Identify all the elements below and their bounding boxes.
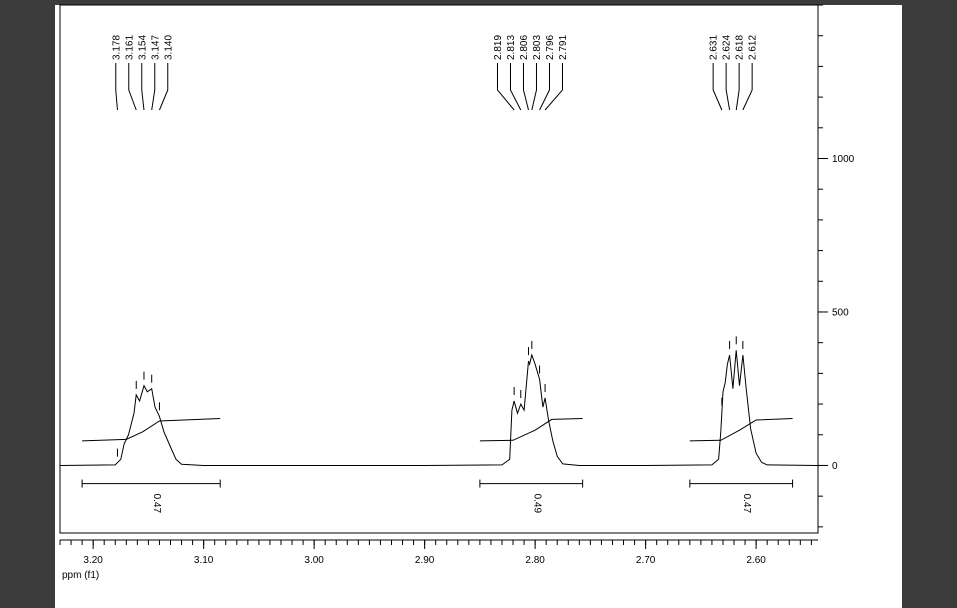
peak-label: 2.796 <box>545 35 556 60</box>
peak-label: 3.178 <box>111 35 122 60</box>
peak-leader <box>735 63 740 111</box>
integral-curve <box>479 418 583 442</box>
integral-label: 0.47 <box>151 494 162 514</box>
peak-leader <box>522 63 529 111</box>
peak-leader <box>158 63 169 111</box>
x-tick-label: 2.80 <box>525 555 545 566</box>
peak-leader <box>725 63 731 111</box>
peak-leader <box>531 63 537 111</box>
peak-label: 2.624 <box>722 35 733 60</box>
peak-label: 2.806 <box>519 35 530 60</box>
peak-leader <box>509 63 522 111</box>
peak-label: 3.140 <box>163 35 174 60</box>
peak-label: 2.612 <box>748 35 759 60</box>
peak-label: 3.147 <box>150 35 161 60</box>
integral-label: 0.47 <box>741 494 752 514</box>
plot-frame <box>59 4 819 534</box>
peak-leader <box>712 63 723 111</box>
y-tick-label: 500 <box>832 307 849 318</box>
peak-label: 3.161 <box>124 35 135 60</box>
peak-leader <box>151 63 156 111</box>
peak-leader <box>141 63 145 111</box>
peak-leader <box>742 63 753 111</box>
x-tick-label: 2.70 <box>636 555 656 566</box>
integral-curve <box>82 418 221 442</box>
y-tick-label: 0 <box>832 461 838 472</box>
peak-leader <box>539 63 550 111</box>
peak-leader <box>496 63 515 111</box>
x-tick-label: 3.20 <box>83 555 103 566</box>
integral-curve <box>689 418 793 442</box>
peak-label: 3.154 <box>137 35 148 60</box>
integral-label: 0.49 <box>531 494 542 514</box>
x-tick-label: 3.10 <box>194 555 214 566</box>
peak-leader <box>128 63 137 111</box>
peak-label: 2.618 <box>735 35 746 60</box>
x-axis-label: ppm (f1) <box>62 570 99 581</box>
peak-label: 2.819 <box>493 35 504 60</box>
x-tick-label: 2.60 <box>746 555 766 566</box>
peak-label: 2.813 <box>506 35 517 60</box>
peak-label: 2.631 <box>709 35 720 60</box>
plot-panel <box>55 5 902 608</box>
x-tick-label: 2.90 <box>415 555 435 566</box>
peak-label: 2.791 <box>558 35 569 60</box>
peak-leader <box>544 63 563 111</box>
y-tick-label: 1000 <box>832 154 855 165</box>
spectrum-line <box>59 350 819 466</box>
peak-label: 2.803 <box>532 35 543 60</box>
peak-leader <box>115 63 118 111</box>
x-tick-label: 3.00 <box>304 555 324 566</box>
